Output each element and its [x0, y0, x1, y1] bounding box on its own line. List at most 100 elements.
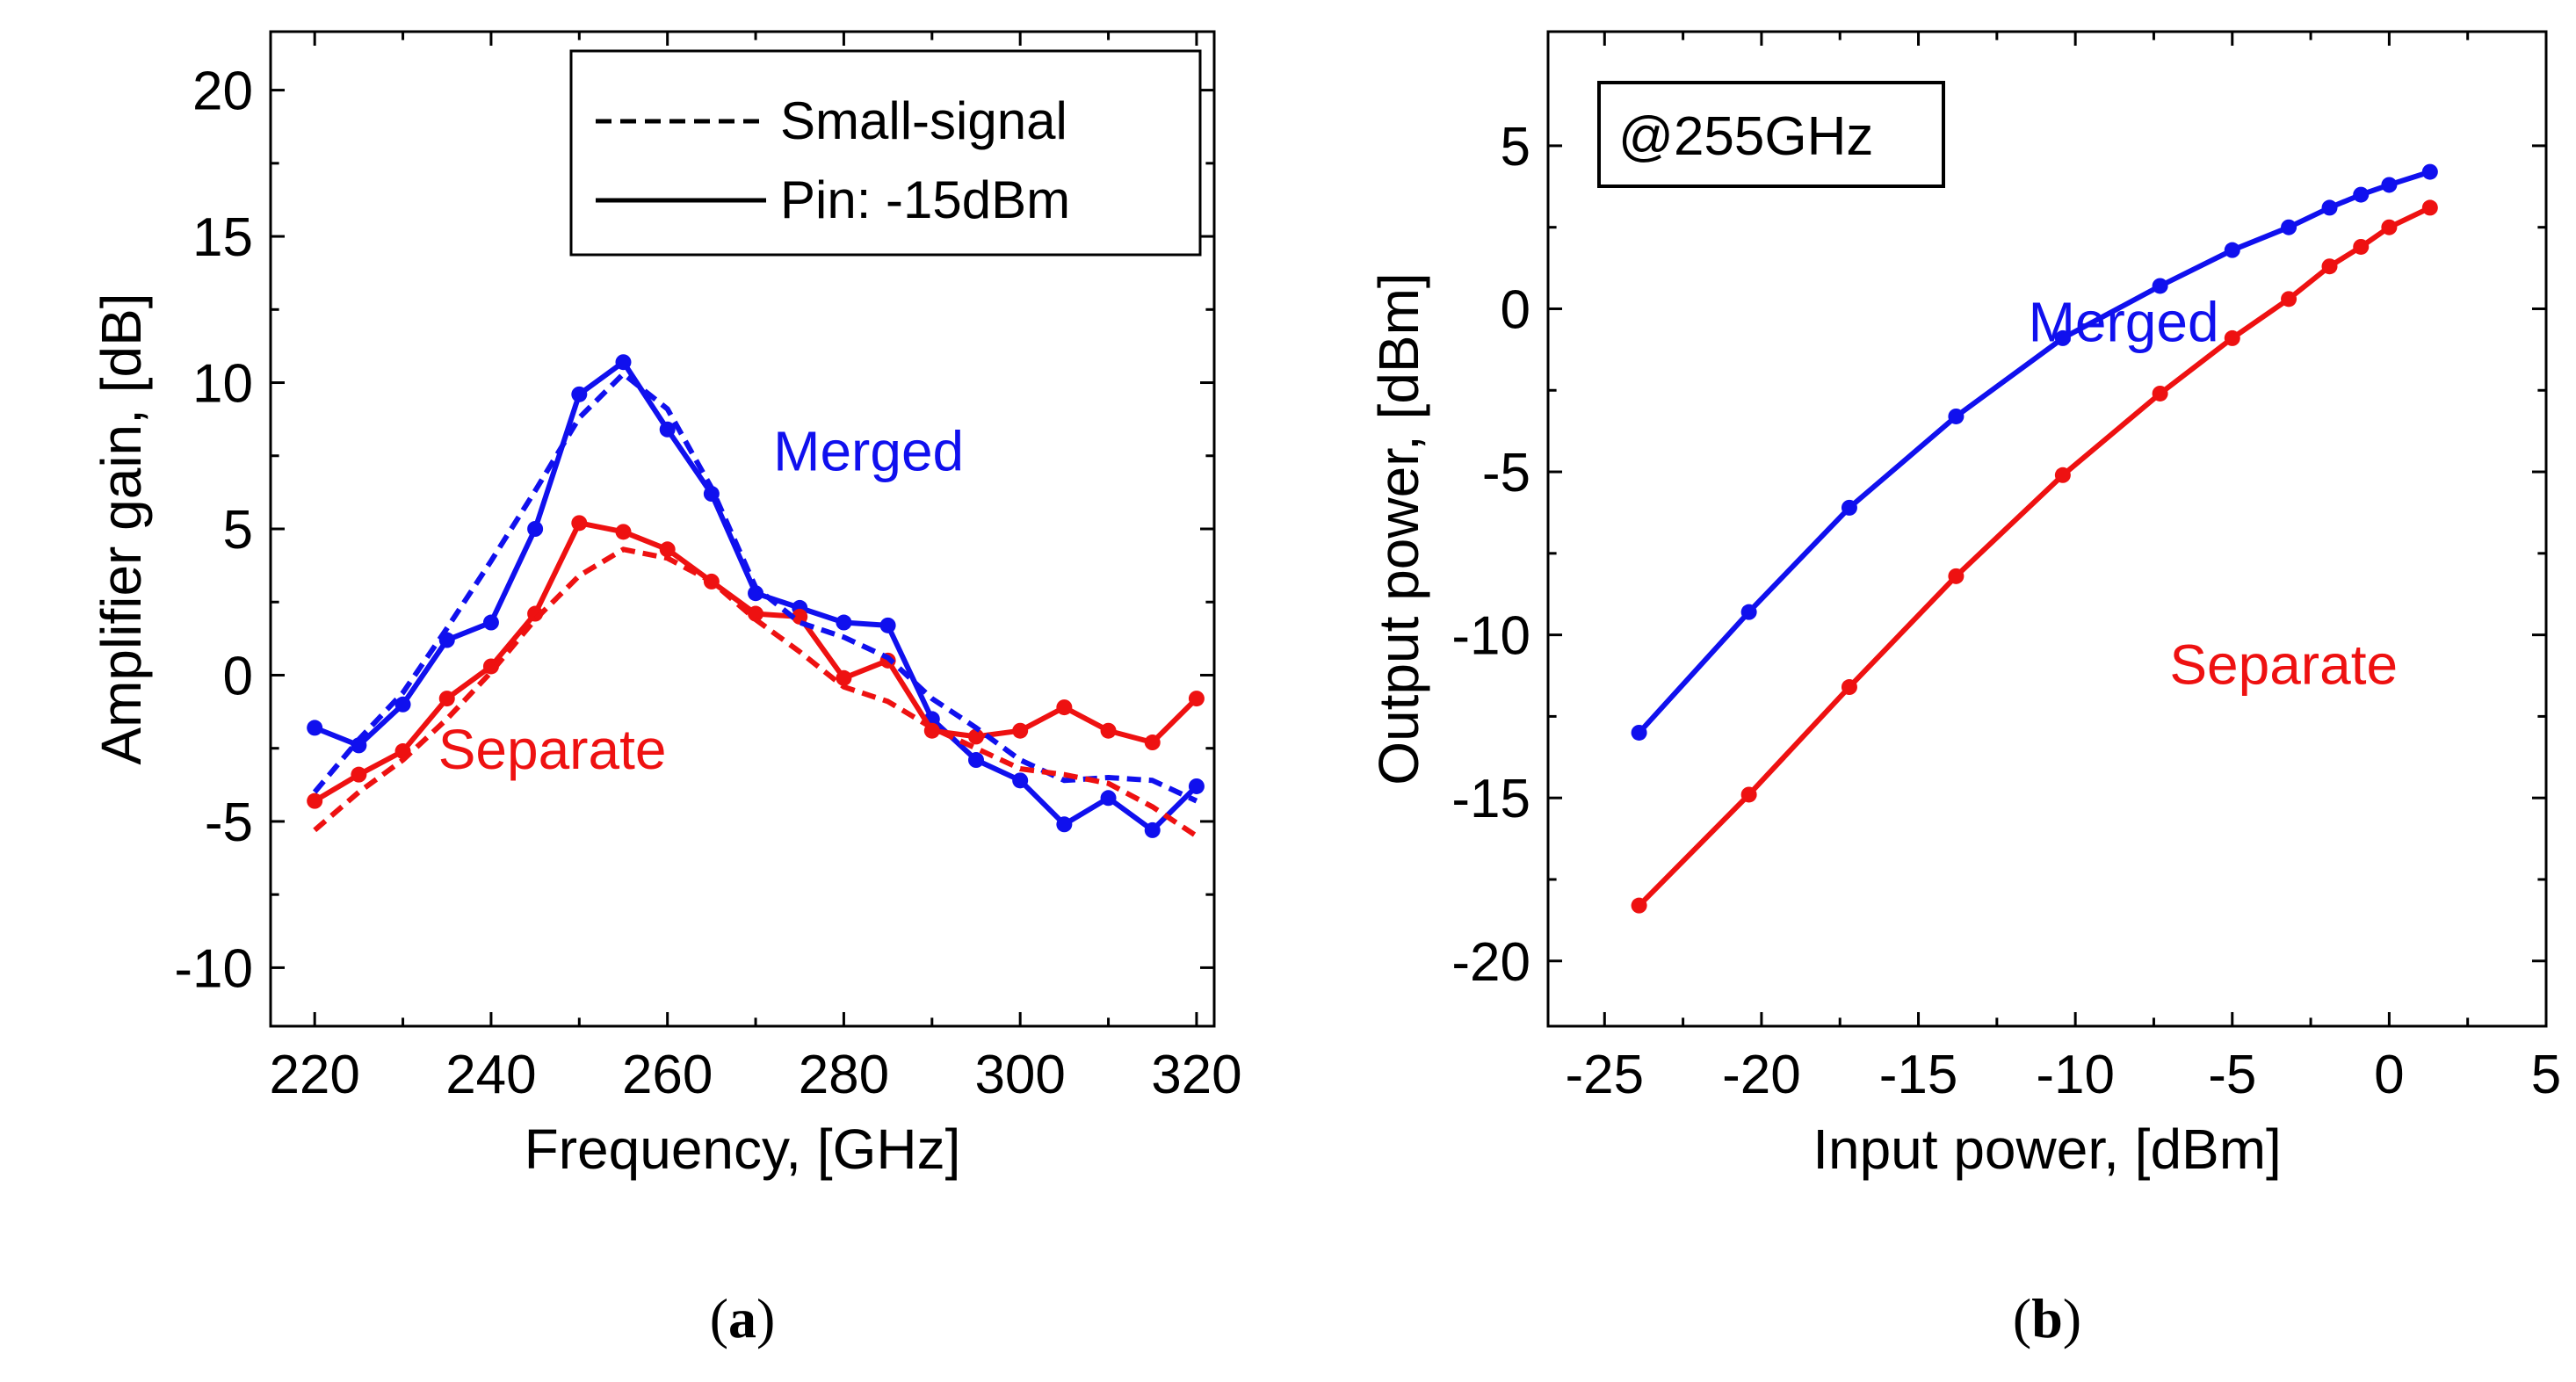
data-point [307, 720, 323, 736]
data-point [1188, 778, 1205, 794]
ticks-b [1548, 32, 2548, 1026]
x-tick-label: -5 [2208, 1045, 2256, 1105]
legend-label-pin: Pin: -15dBm [780, 170, 1070, 229]
series-line [313, 546, 1198, 839]
x-tick-label: -20 [1722, 1045, 1801, 1105]
x-tick-label: 280 [799, 1045, 889, 1105]
caption-b-letter: b [2031, 1287, 2063, 1349]
y-tick-label: 15 [192, 207, 253, 268]
annotation-separate-a: Separate [438, 718, 667, 781]
data-point [879, 617, 896, 633]
data-point [967, 752, 984, 769]
data-point [482, 614, 499, 631]
y-tick-label: -20 [1451, 932, 1530, 993]
x-tick-label: -25 [1565, 1045, 1644, 1105]
data-point [836, 669, 852, 686]
data-point [2321, 199, 2338, 216]
ticks-a [271, 32, 1214, 1026]
chart-a: 220 240 260 280 300 320 -10 -5 0 5 10 15 20 Frequenc… [90, 30, 1242, 1349]
data-point [659, 541, 676, 558]
data-point [1012, 772, 1029, 789]
legend-box [569, 49, 1202, 257]
data-point [571, 515, 588, 532]
data-point [438, 691, 455, 707]
data-point [1740, 604, 1757, 620]
y-tick-label: -10 [174, 938, 253, 999]
data-point [2353, 186, 2370, 203]
data-point [967, 728, 984, 745]
data-point [307, 792, 323, 809]
y-axis-label-b: Output power, [dBm] [1367, 272, 1430, 785]
y-axis-label-a: Amplifier gain, [dB] [90, 293, 153, 764]
frequency-annotation-text: @255GHz [1618, 106, 1873, 167]
series-b [1631, 163, 2438, 914]
data-point [1948, 408, 1965, 424]
x-axis-label-b: Input power, [dBm] [1813, 1118, 2282, 1181]
data-point [2281, 291, 2297, 308]
data-point [659, 421, 676, 438]
data-point [1188, 691, 1205, 707]
caption-a: (a) [710, 1287, 776, 1349]
data-point [1631, 724, 1647, 741]
data-point [1841, 499, 1857, 516]
data-point [2353, 238, 2370, 255]
y-tick-label: 0 [1501, 279, 1530, 340]
data-point [1144, 821, 1161, 838]
data-point [1100, 722, 1117, 739]
y-tick-label: 5 [1501, 117, 1530, 177]
data-point [2321, 258, 2338, 275]
legend-label-small-signal: Small-signal [780, 91, 1067, 150]
x-tick-label: 5 [2531, 1045, 2561, 1105]
y-tick-label: 10 [192, 354, 253, 415]
data-point [2224, 242, 2240, 258]
x-tick-label: 0 [2374, 1045, 2404, 1105]
x-tick-label: -15 [1879, 1045, 1958, 1105]
x-tick-label: 260 [622, 1045, 713, 1105]
plot-frame-b [1546, 30, 2548, 1028]
data-point [1740, 786, 1757, 803]
data-point [703, 486, 720, 503]
data-point [351, 737, 367, 754]
caption-b: (b) [2013, 1287, 2081, 1349]
data-point [1056, 699, 1073, 716]
data-point [2381, 177, 2398, 193]
legend-a: Small-signal Pin: -15dBm [569, 49, 1202, 257]
data-point [527, 521, 544, 537]
tick-labels-b: -25 -20 -15 -10 -5 0 5 -20 -15 -10 -5 0 5 [1451, 117, 2561, 1105]
data-point [1631, 897, 1647, 914]
data-point [2281, 219, 2297, 235]
data-point [615, 524, 632, 540]
data-point [482, 658, 499, 675]
data-point [2054, 467, 2071, 483]
y-tick-label: -10 [1451, 606, 1530, 667]
data-point [836, 614, 852, 631]
data-point [792, 608, 808, 625]
y-tick-label: -15 [1451, 769, 1530, 829]
series-a [307, 354, 1205, 839]
y-tick-label: 0 [223, 646, 253, 706]
frequency-annotation-box [1597, 81, 1945, 188]
data-point [1948, 568, 1965, 584]
data-point [2152, 278, 2168, 294]
x-tick-label: 320 [1151, 1045, 1241, 1105]
data-point [615, 354, 632, 371]
chart-b: -25 -20 -15 -10 -5 0 5 -20 -15 -10 -5 0 5 Input powe… [1367, 30, 2561, 1349]
y-tick-label: 5 [223, 500, 253, 561]
annotation-separate-b: Separate [2169, 633, 2398, 696]
data-point [2421, 163, 2438, 180]
data-point [394, 696, 411, 713]
y-tick-label: -5 [205, 792, 253, 853]
data-point [1012, 722, 1029, 739]
x-tick-label: -10 [2036, 1045, 2115, 1105]
x-tick-label: 240 [445, 1045, 536, 1105]
annotation-merged-b: Merged [2029, 291, 2219, 354]
data-point [1056, 816, 1073, 833]
x-tick-label: 220 [269, 1045, 359, 1105]
data-point [1841, 679, 1857, 696]
x-axis-label-a: Frequency, [GHz] [525, 1118, 961, 1181]
y-tick-label: 20 [192, 62, 253, 122]
data-point [2421, 199, 2438, 216]
data-point [2054, 329, 2071, 346]
